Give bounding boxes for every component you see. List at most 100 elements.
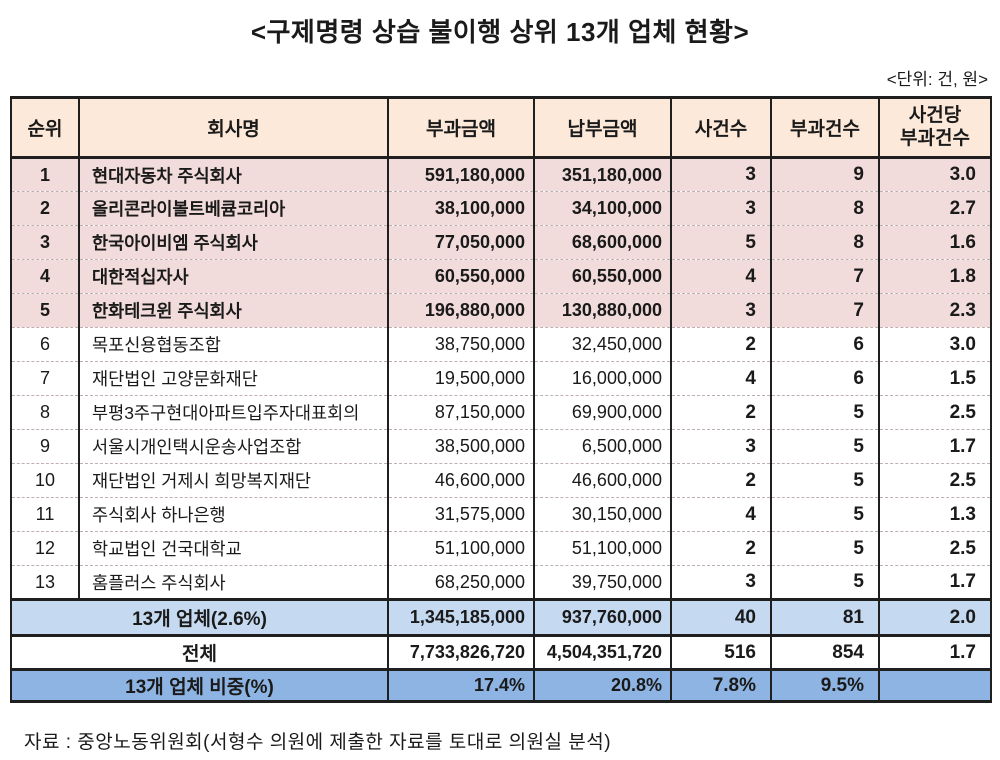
table-body: 1 현대자동차 주식회사 591,180,000 351,180,000 3 9…	[11, 157, 991, 600]
paid-amount-cell: 68,600,000	[533, 225, 671, 260]
table-row: 10 재단법인 거제시 희망복지재단 46,600,000 46,600,000…	[11, 463, 991, 498]
imposed-amount-cell: 19,500,000	[387, 361, 534, 396]
table-row: 2 올리콘라이볼트베큠코리아 38,100,000 34,100,000 3 8…	[11, 191, 991, 226]
case-count-cell: 40	[670, 599, 771, 636]
imposed-amount-cell: 38,500,000	[387, 429, 534, 464]
imposed-amount-cell: 38,100,000	[387, 191, 534, 226]
paid-amount-cell: 32,450,000	[533, 327, 671, 362]
paid-amount-cell: 60,550,000	[533, 259, 671, 294]
case-count-cell: 2	[670, 327, 771, 362]
paid-amount-cell: 51,100,000	[533, 531, 671, 566]
col-header-rank: 순위	[11, 97, 79, 158]
page-title: <구제명령 상습 불이행 상위 13개 업체 현황>	[250, 17, 750, 47]
per-case-cell: 3.0	[878, 157, 991, 192]
company-cell: 홈플러스 주식회사	[78, 565, 388, 600]
total-label: 전체	[182, 644, 217, 665]
imposed-amount-cell: 17.4%	[387, 669, 534, 702]
case-count-cell: 3	[670, 191, 771, 226]
imposed-amount-cell: 7,733,826,720	[387, 635, 534, 670]
company-cell: 한화테크윈 주식회사	[78, 293, 388, 328]
company-cell: 서울시개인택시운송사업조합	[78, 429, 388, 464]
imposition-count-cell: 6	[770, 361, 879, 396]
paid-amount-cell: 46,600,000	[533, 463, 671, 498]
rank-cell: 3	[39, 232, 50, 252]
rank-cell: 6	[39, 334, 50, 354]
case-count-cell: 2	[670, 395, 771, 430]
rank-cell: 1	[39, 164, 50, 185]
imposed-amount-cell: 60,550,000	[387, 259, 534, 294]
imposition-count-cell: 9.5%	[770, 669, 879, 702]
imposed-amount-cell: 77,050,000	[387, 225, 534, 260]
paid-amount-cell: 20.8%	[533, 669, 671, 702]
companies-table: 순위 회사명 부과금액 납부금액 사건수 부과건수 사건당 부과건수 1 현대자…	[10, 96, 992, 703]
per-case-cell: 1.3	[878, 497, 991, 532]
ratio-row: 13개 업체 비중(%) 17.4% 20.8% 7.8% 9.5%	[11, 669, 991, 702]
imposed-amount-cell: 1,345,185,000	[387, 599, 534, 636]
ratio-label: 13개 업체 비중(%)	[125, 677, 274, 698]
per-case-cell: 2.3	[878, 293, 991, 328]
imposition-count-cell: 81	[770, 599, 879, 636]
table-row: 12 학교법인 건국대학교 51,100,000 51,100,000 2 5 …	[11, 531, 991, 566]
per-case-cell: 3.0	[878, 327, 991, 362]
imposed-amount-cell: 196,880,000	[387, 293, 534, 328]
case-count-cell: 7.8%	[670, 669, 771, 702]
per-case-cell: 1.8	[878, 259, 991, 294]
imposition-count-cell: 7	[770, 293, 879, 328]
imposition-count-cell: 5	[770, 463, 879, 498]
company-cell: 현대자동차 주식회사	[78, 157, 388, 192]
case-count-cell: 2	[670, 463, 771, 498]
imposition-count-cell: 9	[770, 157, 879, 192]
imposition-count-cell: 5	[770, 497, 879, 532]
imposed-amount-cell: 87,150,000	[387, 395, 534, 430]
imposition-count-cell: 8	[770, 191, 879, 226]
paid-amount-cell: 4,504,351,720	[533, 635, 671, 670]
paid-amount-cell: 34,100,000	[533, 191, 671, 226]
table-row: 8 부평3주구현대아파트입주자대표회의 87,150,000 69,900,00…	[11, 395, 991, 430]
imposition-count-cell: 6	[770, 327, 879, 362]
paid-amount-cell: 351,180,000	[533, 157, 671, 192]
rank-cell: 7	[39, 368, 50, 388]
table-row: 11 주식회사 하나은행 31,575,000 30,150,000 4 5 1…	[11, 497, 991, 532]
case-count-cell: 516	[670, 635, 771, 670]
case-count-cell: 5	[670, 225, 771, 260]
total-row: 전체 7,733,826,720 4,504,351,720 516 854 1…	[11, 635, 991, 670]
table-row: 9 서울시개인택시운송사업조합 38,500,000 6,500,000 3 5…	[11, 429, 991, 464]
imposition-count-cell: 5	[770, 429, 879, 464]
rank-cell: 10	[34, 470, 56, 490]
imposition-count-cell: 7	[770, 259, 879, 294]
per-case-cell: 2.5	[878, 463, 991, 498]
company-cell: 목포신용협동조합	[78, 327, 388, 362]
source-note: 자료 : 중앙노동위원회(서형수 의원에 제출한 자료를 토대로 의원실 분석)	[24, 732, 612, 753]
company-cell: 학교법인 건국대학교	[78, 531, 388, 566]
col-header-company: 회사명	[78, 97, 388, 158]
table-row: 1 현대자동차 주식회사 591,180,000 351,180,000 3 9…	[11, 157, 991, 192]
table-row: 4 대한적십자사 60,550,000 60,550,000 4 7 1.8	[11, 259, 991, 294]
case-count-cell: 3	[670, 429, 771, 464]
imposed-amount-cell: 591,180,000	[387, 157, 534, 192]
company-cell: 부평3주구현대아파트입주자대표회의	[78, 395, 388, 430]
company-cell: 대한적십자사	[78, 259, 388, 294]
imposed-amount-cell: 31,575,000	[387, 497, 534, 532]
rank-cell: 13	[34, 571, 56, 592]
paid-amount-cell: 39,750,000	[533, 565, 671, 600]
paid-amount-cell: 6,500,000	[533, 429, 671, 464]
per-case-cell	[878, 669, 991, 702]
company-cell: 한국아이비엠 주식회사	[78, 225, 388, 260]
imposition-count-cell: 5	[770, 395, 879, 430]
unit-note: <단위: 건, 원>	[886, 70, 988, 89]
per-case-cell: 1.5	[878, 361, 991, 396]
rank-cell: 8	[39, 402, 50, 422]
rank-cell: 2	[39, 198, 50, 218]
per-case-cell: 2.5	[878, 531, 991, 566]
col-header-case-count: 사건수	[670, 97, 771, 158]
table-row: 13 홈플러스 주식회사 68,250,000 39,750,000 3 5 1…	[11, 565, 991, 600]
imposed-amount-cell: 51,100,000	[387, 531, 534, 566]
case-count-cell: 4	[670, 259, 771, 294]
subtotal-label: 13개 업체(2.6%)	[132, 609, 267, 630]
rank-cell: 9	[39, 436, 50, 456]
company-cell: 주식회사 하나은행	[78, 497, 388, 532]
imposed-amount-cell: 38,750,000	[387, 327, 534, 362]
imposition-count-cell: 5	[770, 531, 879, 566]
per-case-cell: 1.6	[878, 225, 991, 260]
paid-amount-cell: 16,000,000	[533, 361, 671, 396]
